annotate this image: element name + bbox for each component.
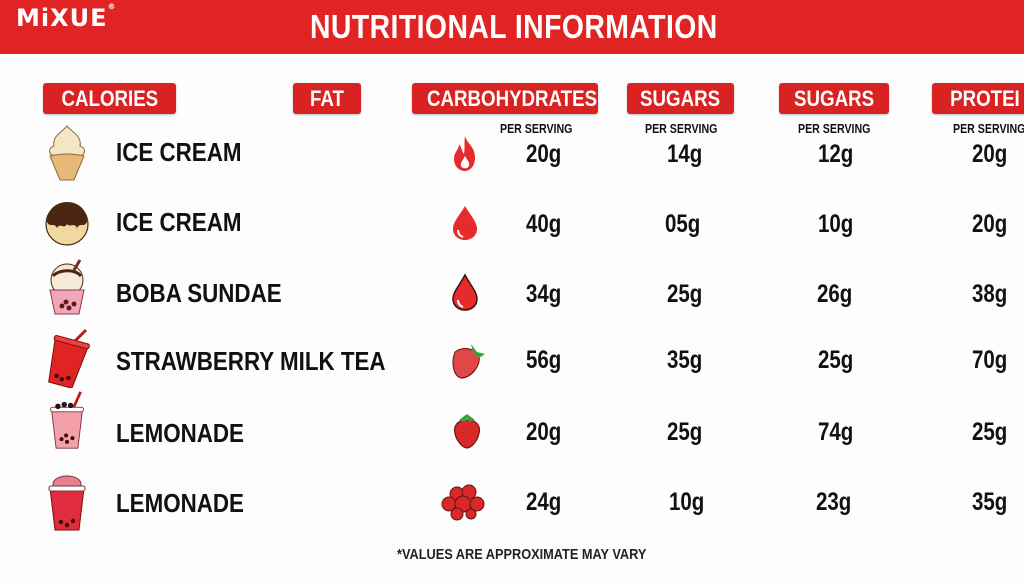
carbohydrates-value: 56g [526,346,562,374]
carbohydrates-value: 20g [526,418,562,446]
sugars-value-2: 26g [817,280,853,308]
product-name: LEMONADE [116,488,244,518]
flame-icon [454,136,475,171]
sugars-value: 25g [667,418,703,446]
protein-value: 25g [972,418,1008,446]
sugars-value: 10g [669,488,705,516]
protein-value: 20g [972,140,1008,168]
product-name: STRAWBERRY MILK TEA [116,346,386,376]
protein-value: 38g [972,280,1008,308]
pink-smoothie-cup-icon [48,475,86,531]
logo-text: MiXUE [16,4,108,32]
registered-mark: ® [107,2,117,11]
per-serving-label: PER SERVING [798,122,871,136]
table-row: ICE CREAM 40g 05g 10g 20g [0,190,1024,260]
per-serving-label: PER SERVING [645,122,718,136]
sugars-value: 25g [667,280,703,308]
column-header-label: SUGARS [793,86,875,111]
pink-boba-cup-icon [50,391,84,449]
column-header-sugars-1: SUGARS [627,83,734,114]
protein-value: 20g [972,210,1008,238]
protein-value: 70g [972,346,1008,374]
boba-sundae-icon [49,259,85,315]
top-banner: MiXUE® NUTRITIONAL INFORMATION [0,0,1024,54]
sugars-value-2: 10g [818,210,854,238]
drop-icon [453,206,477,240]
strawberry-icon [454,414,480,449]
product-name: ICE CREAM [116,207,242,237]
column-header-label: SUGARS [640,86,721,111]
column-header-fat: FAT [293,83,361,114]
column-header-label: CARBOHYDRATES [427,86,598,111]
column-header-label: PROTEI [950,86,1020,111]
sugars-value: 14g [667,140,703,168]
column-header-calories: CALORIES [43,83,176,114]
table-row: STRAWBERRY MILK TEA 56g 35g 25g 70g [0,326,1024,396]
strawberry-half-icon [452,344,485,379]
per-serving-label: PER SERVING [500,122,573,136]
table-row: ICE CREAM 20g 14g 12g 20g [0,120,1024,190]
carbohydrates-value: 34g [526,280,562,308]
table-row: BOBA SUNDAE 34g 25g 26g 38g [0,258,1024,328]
soft-serve-cone-icon [49,125,85,181]
page-title: NUTRITIONAL INFORMATION [310,8,718,45]
per-serving-label: PER SERVING [953,122,1024,136]
product-name: LEMONADE [116,418,244,448]
carbohydrates-value: 24g [526,488,562,516]
sugars-value-2: 25g [818,346,854,374]
sugars-value: 35g [667,346,703,374]
chocolate-ice-cream-icon [45,202,89,246]
column-header-carbohydrates: CARBOHYDRATES [412,83,598,114]
carbohydrates-value: 40g [526,210,562,238]
mixue-logo: MiXUE® [16,2,117,32]
product-name: BOBA SUNDAE [116,278,282,308]
disclaimer-note: *VALUES ARE APPROXIMATE MAY VARY [397,546,647,563]
carbohydrates-value: 20g [526,140,562,168]
sugars-value-2: 74g [818,418,854,446]
sugars-value: 05g [665,210,701,238]
column-header-label: CALORIES [61,86,158,111]
sugars-value-2: 23g [816,488,852,516]
red-cup-drink-icon [48,328,90,388]
column-header-protein: PROTEI [932,83,1024,114]
table-row: LEMONADE 24g 10g 23g 35g [0,466,1024,536]
product-name: ICE CREAM [116,137,242,167]
column-header-sugars-2: SUGARS [779,83,889,114]
protein-value: 35g [972,488,1008,516]
table-row: LEMONADE 20g 25g 74g 25g [0,391,1024,466]
column-header-label: FAT [310,86,344,111]
drop-outline-icon [452,273,478,311]
sugars-value-2: 12g [818,140,854,168]
berries-icon [441,484,485,521]
